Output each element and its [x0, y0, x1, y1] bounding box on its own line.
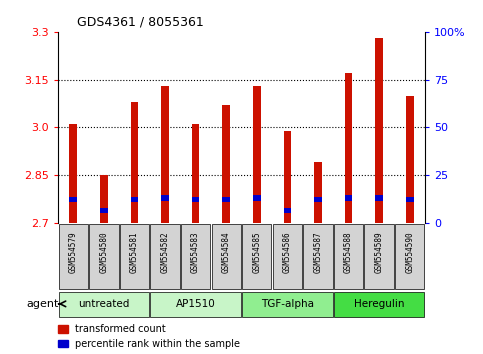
Bar	[334, 224, 363, 289]
Bar	[100, 175, 108, 223]
Bar	[284, 208, 291, 213]
Bar	[70, 196, 77, 202]
Text: AP1510: AP1510	[176, 299, 215, 309]
Bar	[70, 124, 77, 223]
Text: GSM554581: GSM554581	[130, 231, 139, 273]
Bar	[253, 86, 261, 223]
Bar	[242, 224, 271, 289]
Text: GSM554589: GSM554589	[375, 231, 384, 273]
Text: GSM554582: GSM554582	[160, 231, 170, 273]
Bar	[89, 224, 118, 289]
Bar	[181, 224, 210, 289]
Text: GSM554584: GSM554584	[222, 231, 231, 273]
Bar	[161, 86, 169, 223]
Bar	[100, 208, 108, 213]
Text: agent: agent	[27, 299, 59, 309]
Bar	[345, 73, 353, 223]
Text: GSM554586: GSM554586	[283, 231, 292, 273]
Bar	[345, 195, 353, 201]
Bar	[120, 224, 149, 289]
Bar	[150, 224, 180, 289]
Bar	[58, 292, 149, 317]
Bar	[375, 195, 383, 201]
Bar	[406, 96, 413, 223]
Bar	[192, 196, 199, 202]
Bar	[242, 292, 333, 317]
Text: GSM554585: GSM554585	[252, 231, 261, 273]
Bar	[212, 224, 241, 289]
Bar	[161, 195, 169, 201]
Bar	[284, 131, 291, 223]
Bar	[334, 292, 425, 317]
Text: GSM554579: GSM554579	[69, 231, 78, 273]
Bar	[406, 196, 413, 202]
Bar	[150, 292, 241, 317]
Text: GSM554590: GSM554590	[405, 231, 414, 273]
Bar	[222, 105, 230, 223]
Bar	[192, 124, 199, 223]
Bar	[395, 224, 425, 289]
Bar	[314, 162, 322, 223]
Bar	[303, 224, 333, 289]
Bar	[314, 196, 322, 202]
Bar	[130, 102, 138, 223]
Legend: transformed count, percentile rank within the sample: transformed count, percentile rank withi…	[58, 324, 241, 349]
Text: TGF-alpha: TGF-alpha	[261, 299, 314, 309]
Bar	[375, 38, 383, 223]
Bar	[58, 224, 88, 289]
Bar	[253, 195, 261, 201]
Text: GSM554583: GSM554583	[191, 231, 200, 273]
Text: Heregulin: Heregulin	[354, 299, 404, 309]
Text: GDS4361 / 8055361: GDS4361 / 8055361	[77, 15, 204, 28]
Bar	[130, 196, 138, 202]
Text: GSM554587: GSM554587	[313, 231, 323, 273]
Text: GSM554580: GSM554580	[99, 231, 108, 273]
Bar	[273, 224, 302, 289]
Bar	[365, 224, 394, 289]
Text: GSM554588: GSM554588	[344, 231, 353, 273]
Bar	[222, 196, 230, 202]
Text: untreated: untreated	[78, 299, 129, 309]
